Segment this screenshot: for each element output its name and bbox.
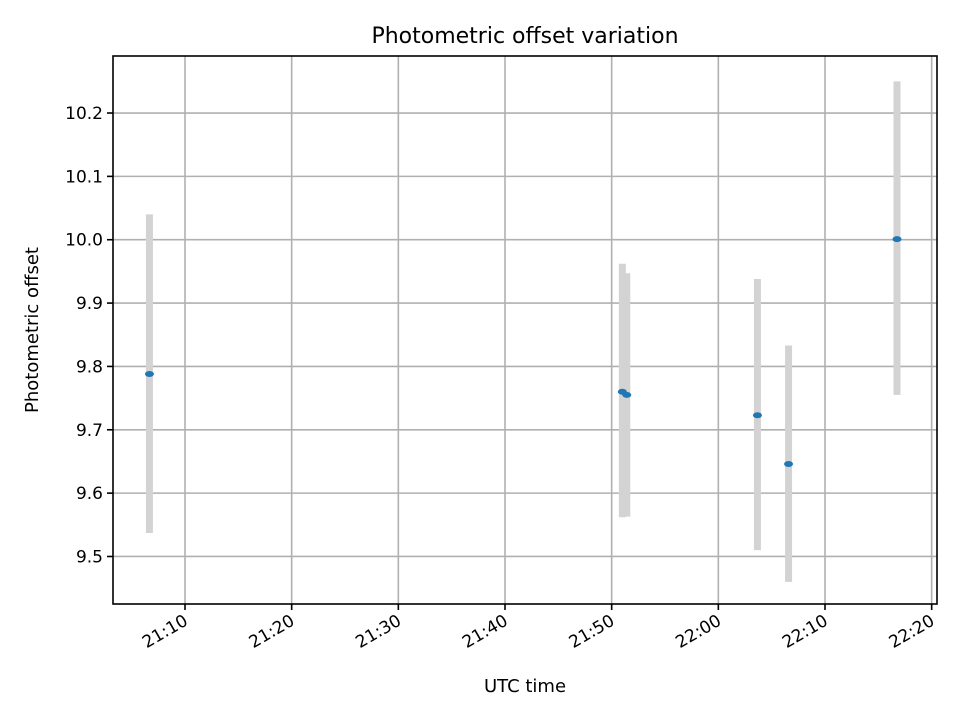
data-point <box>144 371 154 378</box>
data-point <box>752 412 762 419</box>
y-tick-label: 9.7 <box>76 421 103 441</box>
x-axis-label: UTC time <box>484 676 566 697</box>
y-tick-label: 9.6 <box>76 484 103 504</box>
y-axis-ticks: 9.5 9.6 9.7 9.8 9.9 10.0 10.1 10.2 <box>65 104 113 567</box>
data-point <box>622 391 632 398</box>
data-points <box>144 236 902 467</box>
y-tick-label: 9.5 <box>76 547 103 567</box>
data-point <box>892 236 902 243</box>
chart-title: Photometric offset variation <box>371 24 678 49</box>
plot-frame <box>112 55 938 605</box>
y-tick-label: 10.0 <box>65 231 103 251</box>
y-tick-label: 9.9 <box>76 294 103 314</box>
y-tick-label: 10.2 <box>65 104 103 124</box>
data-point <box>784 460 794 467</box>
y-tick-label: 10.1 <box>65 167 103 187</box>
y-tick-label: 9.8 <box>76 357 103 377</box>
grid <box>113 56 937 604</box>
y-axis-label: Photometric offset <box>22 247 43 413</box>
